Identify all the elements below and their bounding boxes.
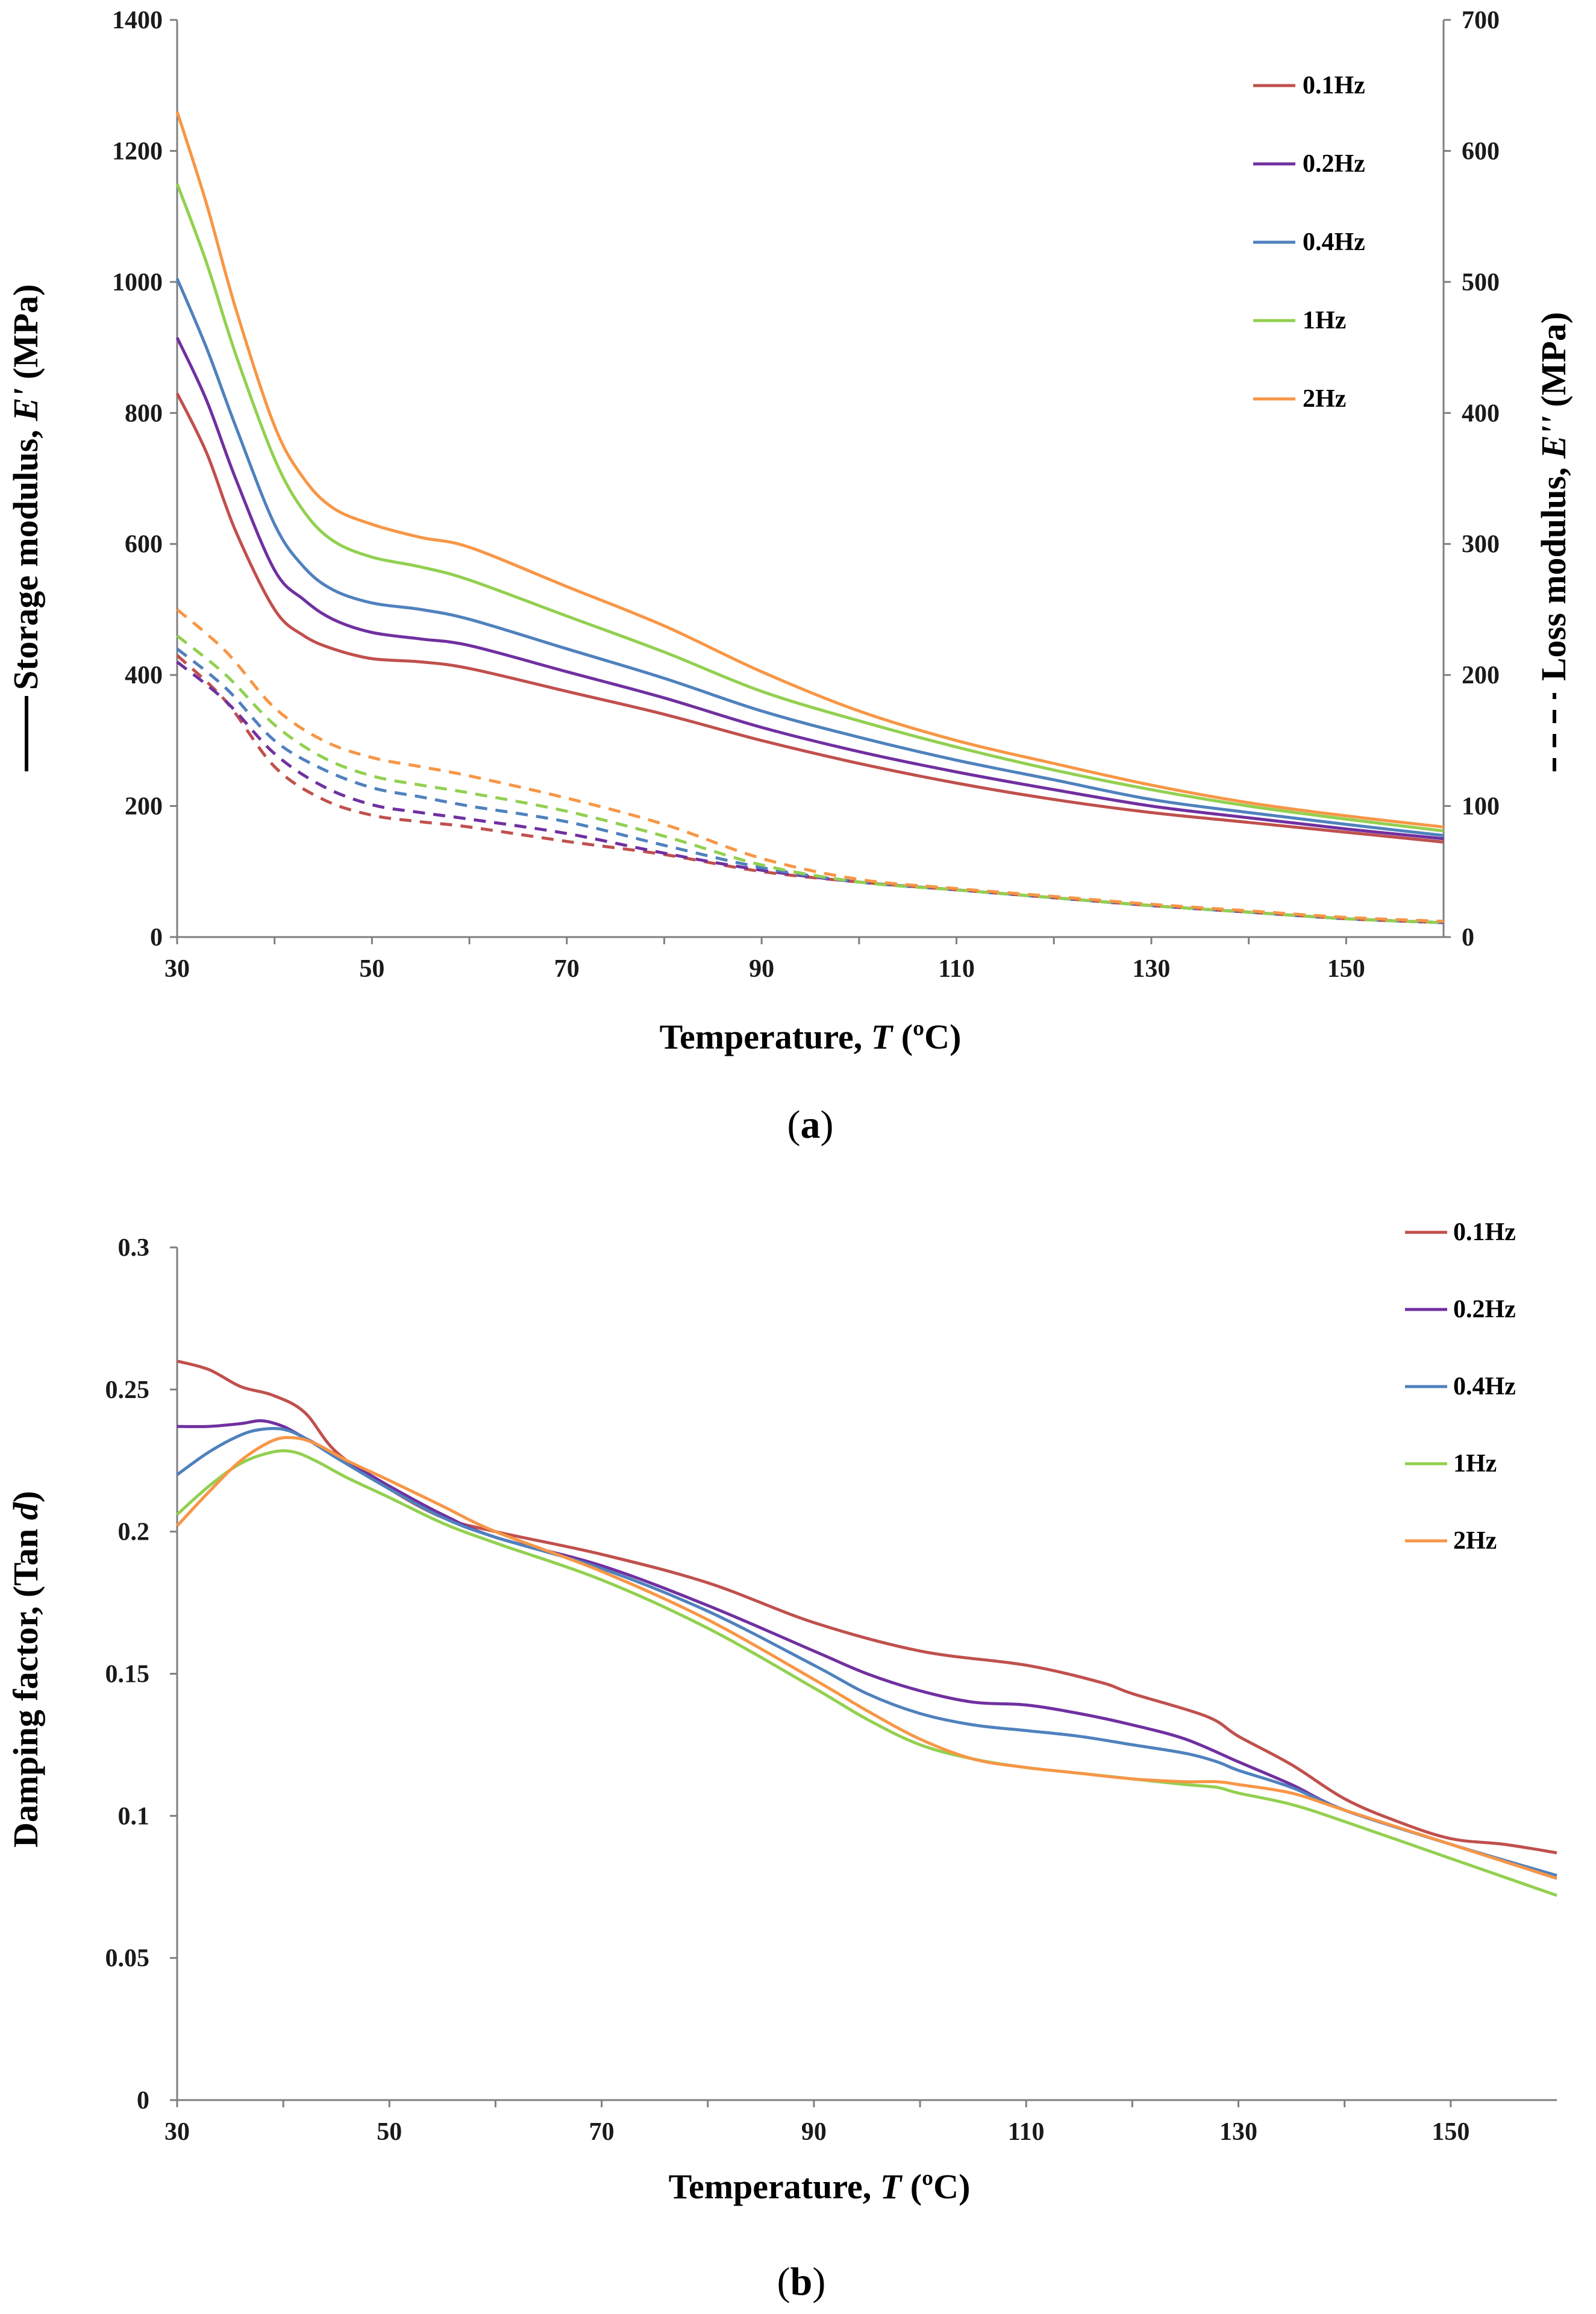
- chart-a-ytick-right-label: 400: [1462, 400, 1500, 427]
- chart-a-xtick-label: 110: [938, 955, 975, 983]
- legend-b-label-0: 0.1Hz: [1453, 1218, 1516, 1246]
- storage-line-0.2Hz: [175, 337, 1444, 841]
- chart-a-xtick-label: 90: [749, 955, 774, 983]
- chart-b-legend: 0.1Hz 0.2Hz 0.4Hz 1Hz 2Hz: [1405, 1218, 1516, 1555]
- chart-a-ticks: 0 200 400 600 800 1000 1200 1400 0 100 200 300 400 50…: [112, 7, 1500, 983]
- tand-line-0.2Hz: [177, 1419, 1557, 1880]
- chart-b-ytick-label: 0.1: [118, 1802, 150, 1830]
- storage-line-2Hz: [175, 111, 1444, 829]
- chart-b-ytick-label: 0.2: [118, 1519, 150, 1546]
- chart-a-ytick-left-label: 400: [125, 662, 163, 689]
- chart-a-ytick-left-label: 1000: [112, 269, 163, 296]
- chart-a-ytick-right-label: 700: [1462, 7, 1500, 34]
- loss-line-2Hz: [176, 608, 1444, 923]
- chart-a-xtick-label: 150: [1327, 955, 1365, 983]
- chart-b: 00.050.10.150.20.250.330 50 70 90 110 130 150 …: [6, 1218, 1557, 2304]
- chart-b-ylabel: Damping factor, (Tan d): [6, 1491, 45, 1848]
- chart-a-axes: [176, 20, 1445, 938]
- chart-a-ytick-left-label: 600: [125, 531, 163, 559]
- tand-line-0.1Hz: [177, 1359, 1557, 1855]
- chart-a-ytick-right-label: 300: [1462, 531, 1500, 559]
- chart-a-ytick-left-label: 200: [125, 793, 163, 821]
- chart-a-ylabel-left: Storage modulus, E' (MPa): [6, 284, 45, 690]
- legend-a-label-2: 0.4Hz: [1303, 228, 1365, 256]
- legend-b-label-1: 0.2Hz: [1453, 1296, 1516, 1323]
- legend-a-label-3: 1Hz: [1303, 307, 1346, 334]
- chart-b-xtick-label: 110: [1008, 2118, 1045, 2146]
- chart-a-caption: (a): [787, 1103, 834, 1147]
- chart-a-xtick-label: 130: [1132, 955, 1170, 983]
- chart-a-xlabel: Temperature, T (ºC): [660, 1017, 962, 1056]
- chart-b-ytick-label: 0.25: [105, 1376, 150, 1404]
- chart-a-ytick-right-label: 100: [1462, 793, 1500, 821]
- chart-a-ytick-right-label: 0: [1462, 924, 1474, 952]
- chart-a-legend: 0.1Hz 0.2Hz 0.4Hz 1Hz 2Hz: [1253, 72, 1365, 413]
- storage-line-1Hz: [175, 183, 1444, 833]
- chart-b-caption: (b): [777, 2260, 826, 2304]
- chart-b-ytick-label: 0.3: [118, 1234, 150, 1262]
- tand-line-2Hz: [176, 1435, 1557, 1880]
- chart-a-ylabel-right: Loss modulus, E'' (MPa): [1534, 312, 1573, 681]
- chart-b-xtick-label: 30: [164, 2118, 190, 2146]
- chart-b-ytick-label: 0.15: [105, 1661, 150, 1688]
- loss-line-0.2Hz: [176, 660, 1444, 924]
- chart-a-ytick-left-label: 0: [150, 924, 163, 952]
- storage-line-0.4Hz: [175, 278, 1444, 837]
- chart-b-xtick-label: 150: [1432, 2118, 1469, 2146]
- chart-b-ytick-label: 0: [137, 2087, 149, 2115]
- loss-line-0.1Hz: [176, 654, 1444, 924]
- chart-a-ytick-right-label: 500: [1462, 269, 1500, 296]
- chart-a: 0 200 400 600 800 1000 1200 1400 0 100 200 300 400 50…: [6, 7, 1573, 1147]
- chart-a-storage-series: [175, 111, 1444, 844]
- chart-b-ticks: 0 0.05 0.1 0.15 0.2 0.25 0.3 30 50 70 90 110 130 150: [105, 1234, 1470, 2146]
- chart-a-ylabel-right-group: Loss modulus, E'' (MPa): [1534, 312, 1573, 771]
- chart-a-loss-series: [176, 608, 1444, 924]
- storage-line-0.1Hz: [175, 392, 1444, 844]
- chart-a-ytick-left-label: 1400: [112, 7, 163, 34]
- chart-b-xlabel: Temperature, T (ºC): [669, 2167, 971, 2206]
- chart-b-xtick-label: 90: [801, 2118, 827, 2146]
- legend-b-label-2: 0.4Hz: [1453, 1373, 1516, 1400]
- chart-a-ytick-right-label: 600: [1462, 137, 1500, 165]
- legend-a-label-4: 2Hz: [1303, 385, 1346, 413]
- legend-a-label-1: 0.2Hz: [1303, 150, 1365, 178]
- chart-b-ytick-label: 0.05: [105, 1945, 150, 1972]
- chart-a-ytick-left-label: 1200: [112, 137, 163, 165]
- chart-b-xtick-label: 50: [377, 2118, 402, 2146]
- chart-a-xtick-label: 70: [554, 955, 580, 983]
- loss-line-1Hz: [176, 634, 1444, 924]
- tand-line-1Hz: [176, 1449, 1557, 1897]
- chart-b-xtick-label: 130: [1219, 2118, 1257, 2146]
- legend-b-label-4: 2Hz: [1453, 1527, 1497, 1555]
- chart-a-xtick-label: 50: [359, 955, 384, 983]
- chart-a-ytick-right-label: 200: [1462, 662, 1500, 689]
- chart-a-ytick-left-label: 800: [125, 400, 163, 427]
- tand-line-0.4Hz: [176, 1426, 1557, 1877]
- chart-a-ylabel-left-group: Storage modulus, E' (MPa): [6, 284, 45, 771]
- chart-b-ylabel-group: Damping factor, (Tan d): [6, 1491, 45, 1848]
- chart-b-series: [176, 1359, 1557, 1897]
- chart-b-xtick-label: 70: [589, 2118, 615, 2146]
- chart-a-xtick-label: 30: [164, 955, 190, 983]
- legend-a-label-0: 0.1Hz: [1303, 72, 1365, 99]
- legend-b-label-3: 1Hz: [1453, 1450, 1497, 1478]
- loss-line-0.4Hz: [176, 647, 1444, 924]
